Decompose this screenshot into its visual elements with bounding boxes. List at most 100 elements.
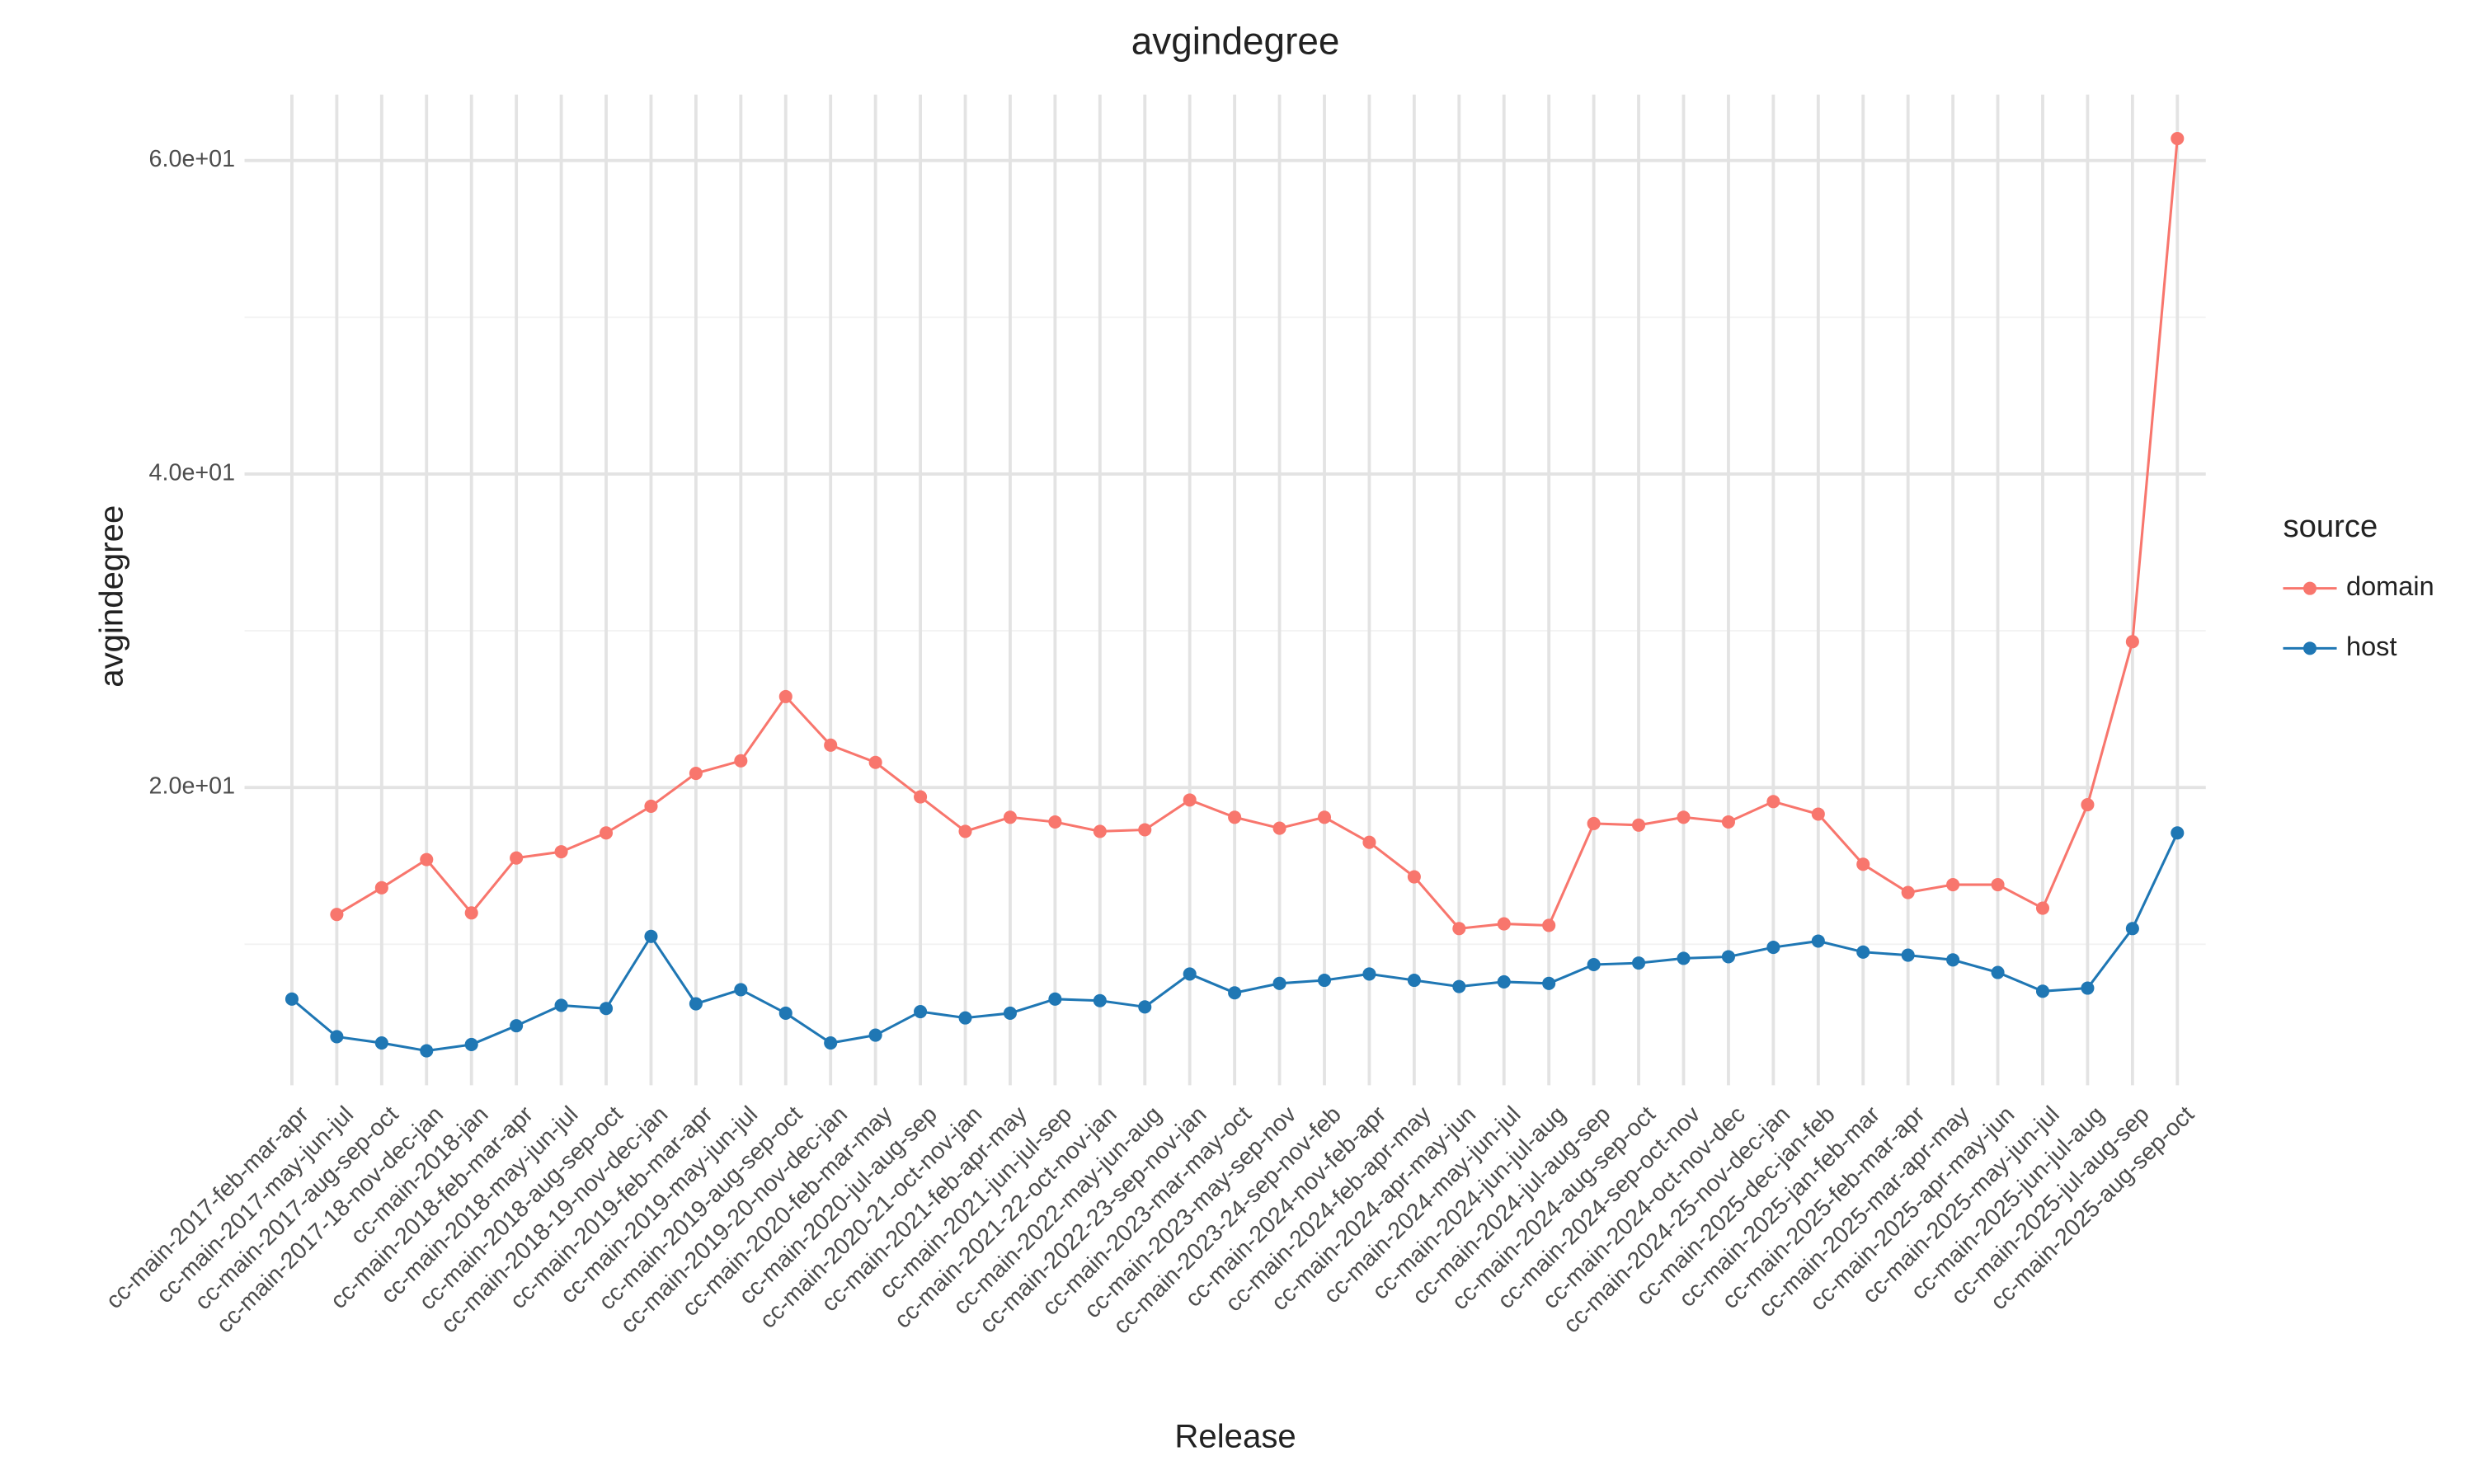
legend-title: source [2283,509,2378,544]
point [914,790,928,804]
point [2171,131,2185,146]
point [2125,922,2139,936]
point [958,824,972,838]
point [1183,793,1197,807]
point [1093,993,1107,1007]
point [644,799,658,814]
point [285,992,299,1006]
point [599,826,614,840]
point [1048,992,1062,1006]
point [330,1030,344,1044]
point [1991,965,2005,979]
point [510,851,524,865]
legend-label: domain [2346,571,2434,601]
point [914,1005,928,1019]
point [599,1002,614,1016]
point [1093,824,1107,838]
legend-marker [2302,581,2317,595]
point [1901,948,1915,962]
point [1407,870,1421,884]
chart-title: avgindegree [1131,20,1340,63]
point [1272,821,1286,835]
point [1452,922,1466,936]
y-tick-label: 6.0e+01 [149,146,236,172]
point [420,1044,434,1058]
point [2081,798,2095,812]
point [2171,826,2185,840]
point [1632,956,1646,970]
point [1003,1006,1017,1020]
point [1587,957,1601,972]
point [644,929,658,943]
point [824,1036,838,1050]
point [1856,857,1870,871]
point [1721,950,1735,964]
point [2035,901,2050,915]
point [1003,810,1017,824]
point [734,983,748,997]
point [1407,973,1421,988]
point [1272,976,1286,990]
point [330,908,344,922]
point [1542,918,1556,932]
point [1811,934,1825,948]
point [374,881,388,895]
point [2125,635,2139,649]
point [1048,815,1062,829]
point [778,689,793,703]
plot-area [285,131,2185,1058]
point [1452,979,1466,993]
y-axis-title: avgindegree [92,505,129,688]
point [1677,951,1691,965]
point [1228,810,1242,824]
point [464,1037,478,1052]
point [689,997,703,1011]
point [554,845,568,859]
point [1362,967,1376,981]
point [1766,795,1780,809]
point [374,1036,388,1050]
point [868,755,882,769]
point [1317,973,1332,988]
point [1587,816,1601,830]
point [2081,981,2095,995]
point [1946,878,1960,892]
point [868,1028,882,1042]
point [689,767,703,781]
point [554,998,568,1012]
point [1766,941,1780,955]
point [1721,815,1735,829]
point [1677,810,1691,824]
x-axis-title: Release [1174,1418,1296,1455]
point [1138,1000,1152,1014]
point [1317,810,1332,824]
point [1497,974,1511,989]
point [958,1011,972,1025]
point [1497,917,1511,931]
point [1991,878,2005,892]
point [420,852,434,866]
y-tick-label: 2.0e+01 [149,773,236,800]
line [336,138,2179,930]
point [1811,807,1825,821]
point [464,906,478,920]
point [1632,818,1646,832]
point [510,1019,524,1033]
y-tick-label: 4.0e+01 [149,459,236,486]
point [1946,953,1960,967]
point [824,738,838,752]
point [1183,967,1197,981]
point [1901,885,1915,899]
point [778,1006,793,1020]
point [1228,986,1242,1000]
legend-label: host [2346,632,2396,661]
point [1138,823,1152,837]
point [1542,976,1556,990]
point [2035,984,2050,998]
point [734,754,748,768]
point [1362,835,1376,849]
legend-marker [2302,641,2317,655]
